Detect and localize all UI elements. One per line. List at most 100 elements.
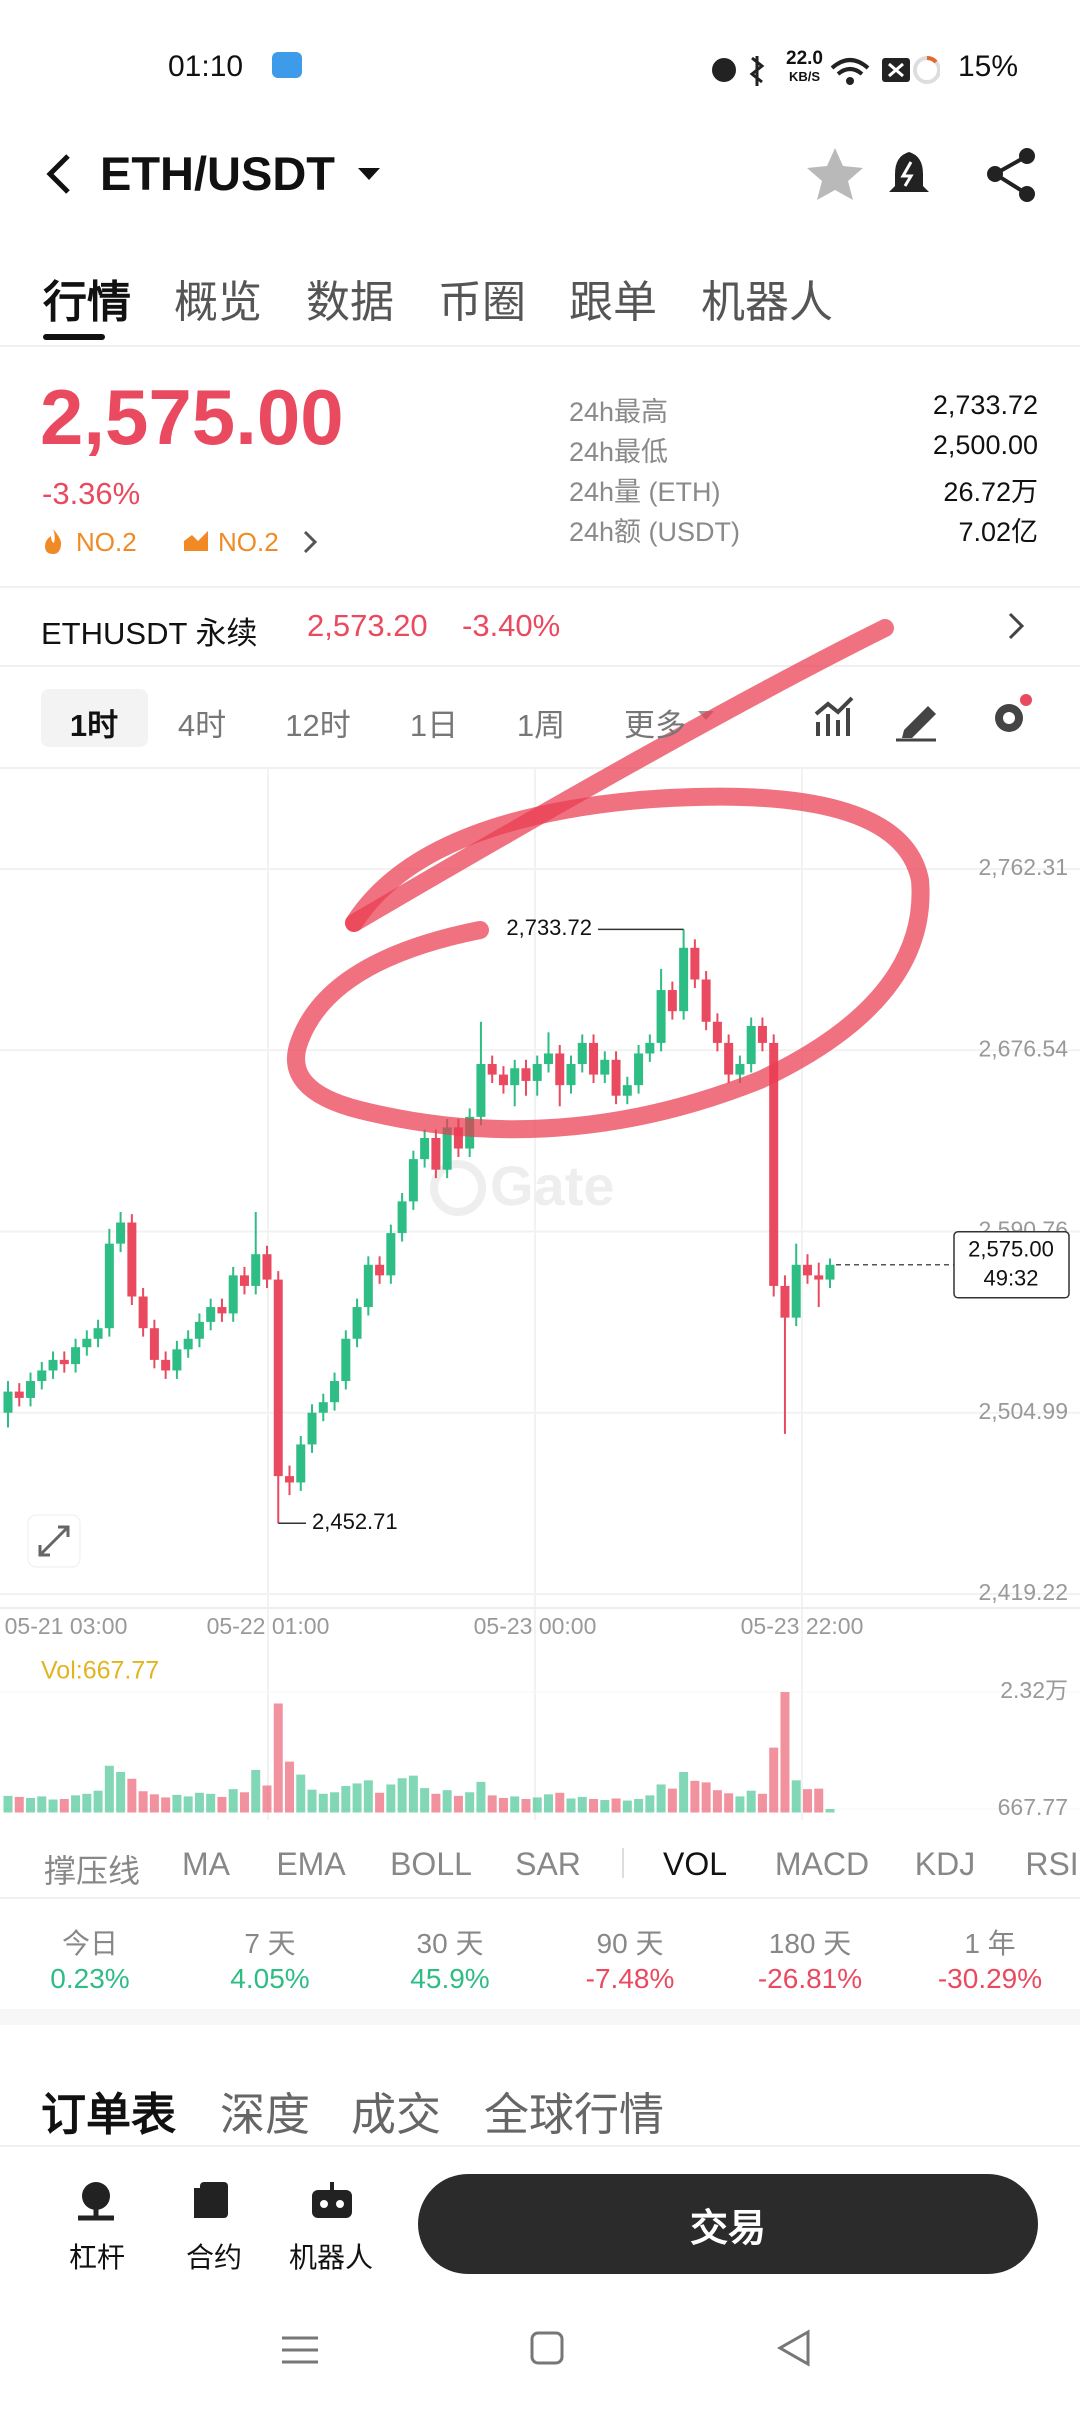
weather-icon: [272, 52, 302, 78]
order-tab[interactable]: 深度: [220, 2089, 311, 2140]
tab[interactable]: 数据: [306, 278, 394, 327]
candle-body: [363, 1264, 373, 1308]
candle-body: [611, 1059, 621, 1096]
tab[interactable]: 跟单: [569, 278, 657, 327]
indicator-tab[interactable]: BOLL: [390, 1846, 472, 1882]
divider: [0, 1897, 1080, 1899]
volume-bar: [465, 1792, 475, 1813]
period-label: 90 天: [596, 1928, 664, 1959]
rank-more[interactable]: [300, 528, 320, 556]
pair-dropdown[interactable]: [356, 164, 382, 184]
volume-bar: [780, 1692, 790, 1813]
draw-button[interactable]: [902, 706, 936, 738]
indicator-button[interactable]: [814, 696, 854, 736]
tab[interactable]: 概览: [174, 278, 262, 327]
fullscreen-button[interactable]: [27, 1514, 81, 1568]
nav-back[interactable]: [776, 2329, 810, 2367]
volume-bar: [375, 1792, 385, 1813]
volume-bar: [757, 1793, 767, 1813]
period-label: 180 天: [768, 1928, 852, 1959]
volume-bar: [251, 1769, 261, 1813]
volume-bar: [26, 1797, 36, 1813]
perp-name[interactable]: ETHUSDT 永续: [41, 616, 258, 651]
divider: [0, 665, 1080, 667]
stat-value: 2,500.00: [932, 430, 1038, 460]
indicator-tab[interactable]: MACD: [774, 1846, 870, 1882]
interval[interactable]: 更多: [624, 708, 686, 743]
nav-menu[interactable]: [282, 2336, 318, 2364]
indicator-tab[interactable]: MA: [182, 1846, 230, 1882]
volume-bar: [104, 1765, 114, 1813]
volume-bar: [408, 1775, 418, 1813]
candle-body: [442, 1127, 452, 1170]
perp-more[interactable]: [1004, 608, 1028, 644]
order-tab[interactable]: 成交: [351, 2089, 442, 2140]
interval[interactable]: 4时: [177, 708, 227, 743]
candle-body: [802, 1264, 812, 1276]
candle-body: [420, 1137, 430, 1160]
y-tick-label: 2,762.31: [978, 854, 1068, 880]
interval[interactable]: 1日: [409, 708, 459, 743]
volume-bar: [521, 1799, 531, 1813]
volume-bar: [172, 1794, 182, 1813]
indicator-tab[interactable]: EMA: [276, 1846, 346, 1882]
more-dropdown[interactable]: [696, 708, 716, 724]
indicator-tab[interactable]: RSI: [1025, 1846, 1079, 1882]
trend-icon: [184, 531, 208, 551]
tab[interactable]: 机器人: [701, 278, 833, 327]
net-speed-value: 22.0: [786, 48, 823, 69]
volume-bar: [600, 1800, 610, 1813]
trade-button[interactable]: 交易: [418, 2174, 1038, 2274]
volume-bar: [589, 1799, 599, 1813]
tab[interactable]: 行情: [43, 278, 131, 327]
period-change: 45.9%: [410, 1963, 490, 1994]
volume-bar: [656, 1784, 666, 1813]
back-button[interactable]: [40, 150, 80, 198]
favorite-button[interactable]: [807, 148, 863, 200]
share-button[interactable]: [991, 154, 1029, 196]
candle-body: [735, 1064, 745, 1075]
chart-tools: [814, 694, 1032, 742]
pair-title[interactable]: ETH/USDT: [100, 147, 335, 200]
volume-bar: [273, 1703, 283, 1813]
volume-bar: [442, 1790, 452, 1813]
divider: [0, 345, 1080, 347]
bottom-nav-item[interactable]: 机器人: [288, 2242, 374, 2273]
volume-bar: [645, 1795, 655, 1813]
interval[interactable]: 1时: [69, 708, 119, 743]
candle-body: [543, 1053, 553, 1065]
hot-icon: [45, 529, 62, 554]
indicator-tab[interactable]: 撑压线: [43, 1853, 141, 1888]
indicator-tab[interactable]: VOL: [662, 1846, 728, 1882]
x-tick-label: 05-23 22:00: [741, 1613, 864, 1639]
volume-bar: [341, 1786, 351, 1813]
candle-body: [679, 947, 689, 1012]
candle-body: [566, 1064, 576, 1086]
annotation-stroke: [345, 619, 894, 932]
candle-body: [532, 1064, 542, 1081]
candle-body: [296, 1444, 306, 1483]
candle-body: [228, 1275, 238, 1314]
indicator-tab[interactable]: SAR: [515, 1846, 581, 1882]
bottom-nav-item[interactable]: 杠杆: [68, 2242, 126, 2273]
tab[interactable]: 币圈: [438, 278, 526, 327]
order-tab[interactable]: 订单表: [41, 2089, 177, 2140]
interval[interactable]: 12时: [285, 708, 351, 743]
alert-button[interactable]: [889, 152, 929, 192]
net-speed-unit: KB/S: [788, 69, 821, 84]
volume-bar: [318, 1793, 328, 1813]
nav-home[interactable]: [530, 2331, 564, 2365]
perp-change: -3.40%: [462, 608, 561, 643]
volume-bar: [611, 1798, 621, 1813]
net-speed: 22.0 KB/S: [786, 48, 823, 86]
bottom-nav-item[interactable]: 合约: [185, 2242, 243, 2273]
candle-body: [780, 1285, 790, 1318]
order-tab[interactable]: 全球行情: [484, 2089, 665, 2140]
indicator-bar: 撑压线 MA EMA BOLL SAR VOL MACD KDJ RSI: [0, 1838, 1080, 1888]
volume-bar: [307, 1789, 317, 1813]
volume-bar: [194, 1792, 204, 1813]
candle-body: [600, 1059, 610, 1075]
candle-body: [149, 1328, 159, 1360]
indicator-tab[interactable]: KDJ: [914, 1846, 976, 1882]
interval[interactable]: 1周: [516, 708, 566, 743]
